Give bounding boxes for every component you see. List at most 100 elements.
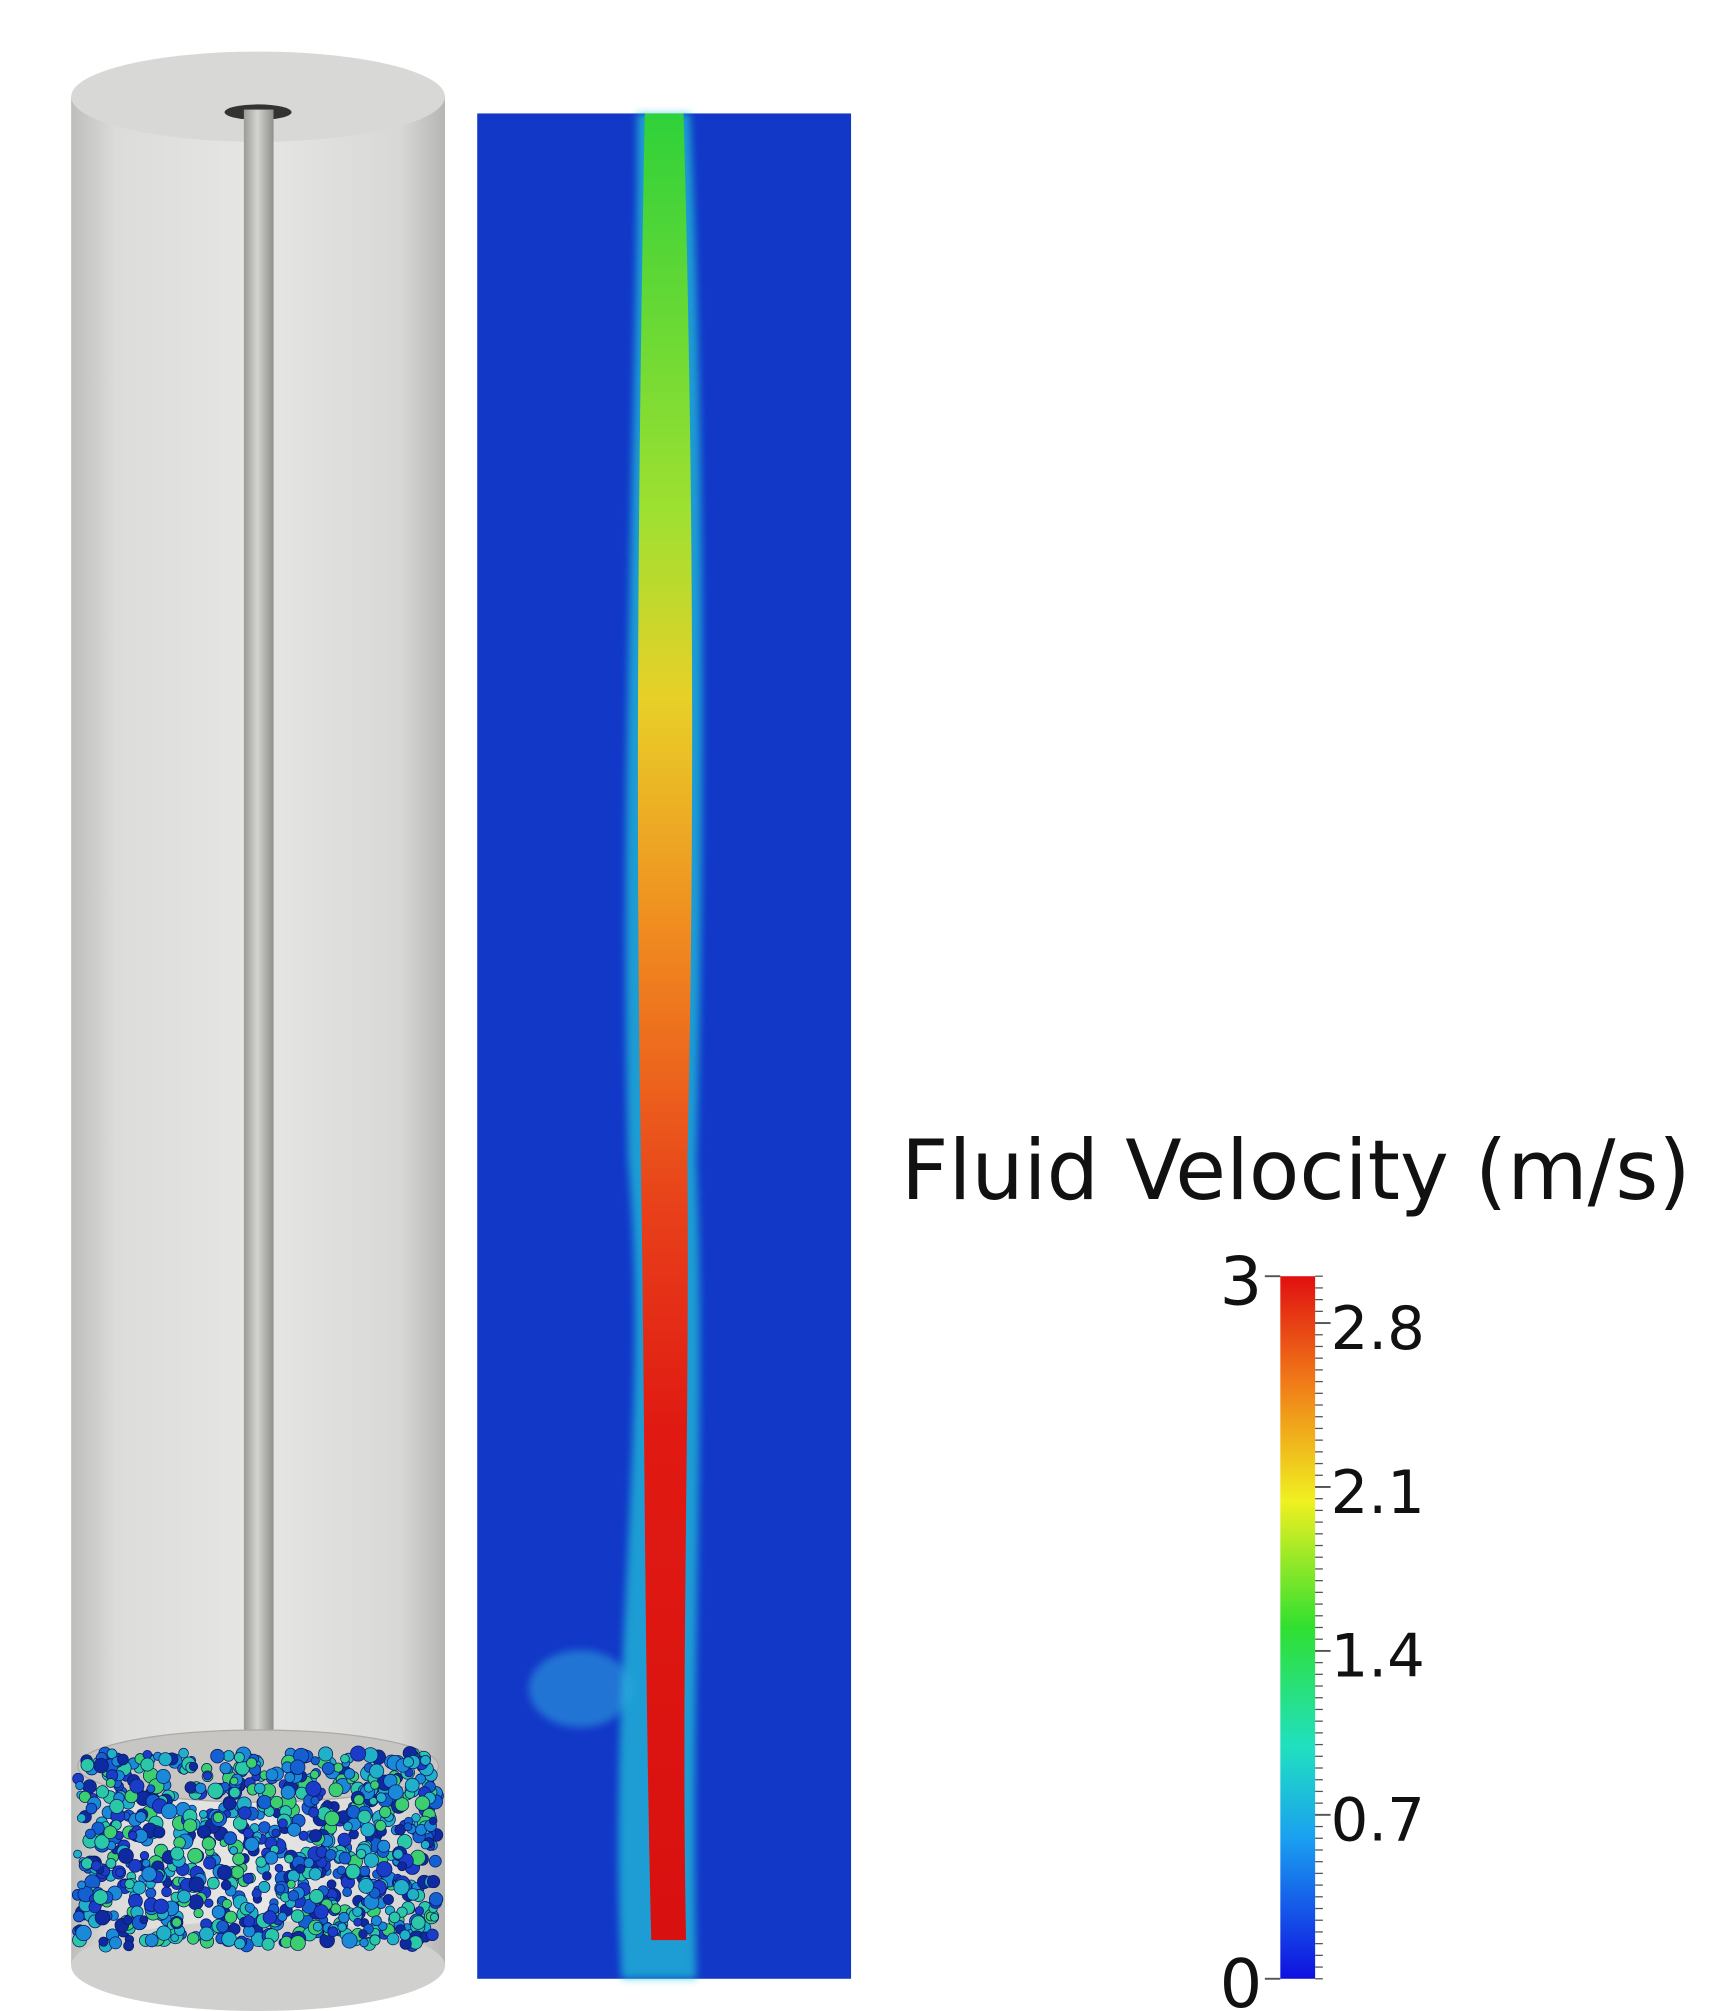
particle <box>426 1928 439 1942</box>
particle <box>411 1813 421 1823</box>
particle <box>337 1922 347 1932</box>
particle <box>394 1797 410 1812</box>
particle <box>327 1926 339 1938</box>
particle <box>382 1893 394 1906</box>
particle <box>216 1864 233 1881</box>
particle <box>246 1757 258 1769</box>
particle <box>419 1754 431 1766</box>
vessel <box>71 51 445 2011</box>
particle <box>216 1920 229 1933</box>
particle <box>242 1915 255 1928</box>
particle <box>298 1830 309 1841</box>
particle <box>199 1926 214 1942</box>
particle <box>289 1759 306 1775</box>
particle <box>75 1924 92 1942</box>
particle <box>155 1769 171 1784</box>
particle <box>387 1784 404 1801</box>
particle <box>397 1861 407 1872</box>
particle <box>76 1813 87 1823</box>
particle <box>287 1890 300 1902</box>
tick-label: 0.7 <box>1331 1786 1425 1855</box>
particle <box>414 1906 424 1916</box>
particle <box>404 1777 420 1793</box>
particle <box>312 1921 323 1932</box>
particle <box>258 1880 271 1894</box>
particle <box>429 1892 444 1907</box>
particle <box>220 1879 232 1891</box>
particle <box>321 1761 335 1775</box>
particle <box>324 1810 340 1827</box>
particle <box>124 1878 135 1890</box>
particle <box>360 1822 376 1838</box>
particle <box>326 1879 337 1890</box>
particle <box>103 1825 118 1840</box>
particle <box>229 1846 238 1855</box>
shaft <box>243 109 274 1773</box>
particle <box>203 1771 213 1781</box>
particle <box>188 1876 205 1893</box>
particle <box>379 1806 392 1819</box>
particle <box>204 1898 214 1908</box>
particle <box>170 1933 179 1943</box>
particle <box>80 1758 95 1772</box>
jet-core <box>637 113 693 1941</box>
particle <box>228 1786 241 1799</box>
particle <box>341 1932 358 1949</box>
particle <box>129 1778 145 1794</box>
particle <box>414 1795 431 1811</box>
particle <box>156 1925 172 1941</box>
particle <box>420 1840 431 1850</box>
particle <box>353 1794 365 1806</box>
particle <box>186 1932 200 1945</box>
particle <box>223 1797 237 1811</box>
particle <box>411 1915 426 1930</box>
particle <box>359 1938 369 1948</box>
particle <box>402 1756 414 1768</box>
particle <box>109 1798 125 1814</box>
particle <box>277 1818 288 1829</box>
particle <box>313 1904 329 1920</box>
particle <box>153 1826 166 1839</box>
particle <box>95 1785 109 1799</box>
particle <box>284 1772 296 1783</box>
particle <box>277 1911 288 1922</box>
particle <box>251 1888 262 1899</box>
particle <box>290 1935 306 1951</box>
particle <box>369 1796 378 1806</box>
particle <box>73 1910 85 1923</box>
particle <box>161 1886 172 1898</box>
particle <box>369 1763 385 1779</box>
particle <box>242 1872 254 1885</box>
particle <box>337 1832 352 1847</box>
particle <box>374 1819 387 1832</box>
tick-label: 0 <box>1220 1945 1263 2011</box>
particle <box>212 1811 224 1823</box>
particle <box>429 1854 442 1868</box>
particle <box>207 1782 224 1799</box>
particle <box>363 1852 379 1868</box>
particle <box>128 1859 143 1873</box>
particle <box>305 1780 322 1797</box>
particle <box>353 1917 363 1927</box>
particle <box>359 1865 371 1877</box>
particle <box>117 1753 129 1766</box>
particle <box>201 1836 216 1851</box>
particle <box>345 1863 361 1880</box>
particle <box>203 1856 217 1870</box>
particle <box>378 1921 388 1931</box>
particle <box>388 1911 401 1924</box>
tick-label: 1.4 <box>1331 1622 1425 1691</box>
particle <box>352 1906 363 1917</box>
particle <box>219 1762 232 1775</box>
particle <box>343 1821 353 1832</box>
tick-label: 3 <box>1220 1243 1263 1321</box>
tick-label: 2.1 <box>1331 1458 1425 1527</box>
particle <box>98 1936 109 1947</box>
particle <box>184 1781 197 1794</box>
particle <box>232 1852 246 1866</box>
tick-label: 2.8 <box>1331 1294 1425 1363</box>
particle <box>310 1756 320 1766</box>
particle <box>229 1776 239 1786</box>
particle <box>324 1848 337 1861</box>
vortex <box>528 1650 632 1728</box>
